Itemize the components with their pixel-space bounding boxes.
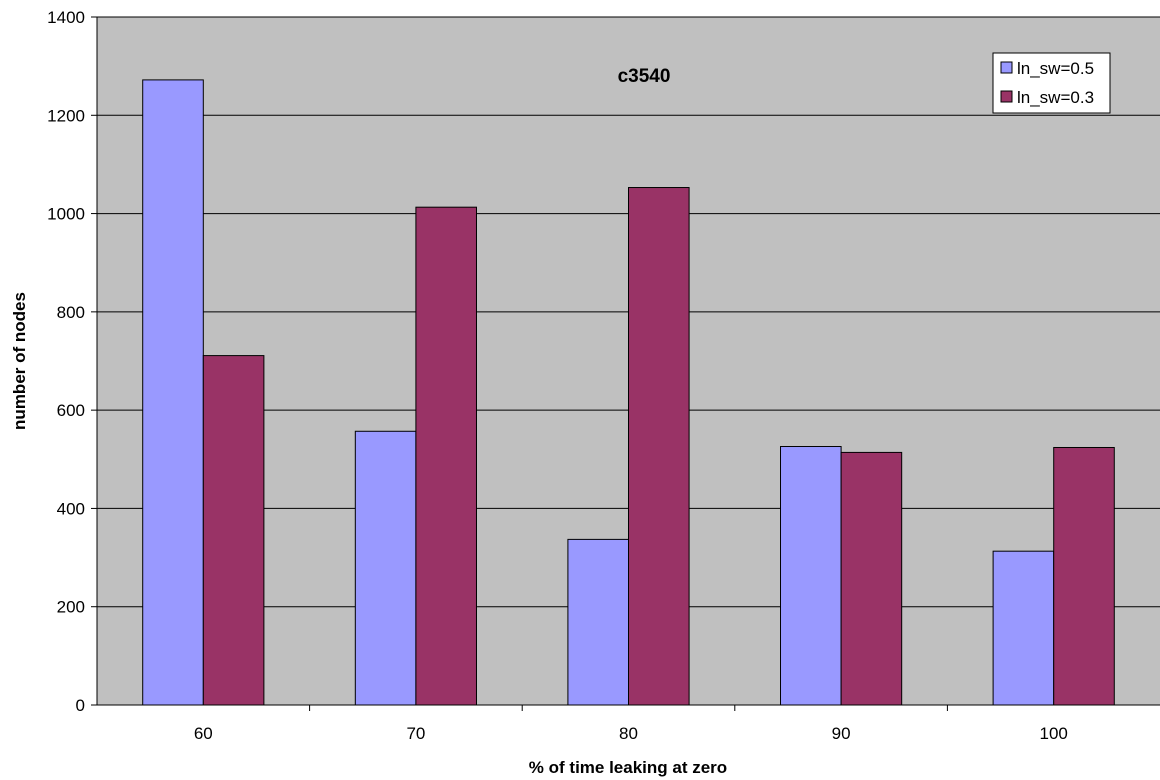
y-tick-label: 1400 xyxy=(47,8,85,27)
legend-label-series-2: ln_sw=0.3 xyxy=(1017,88,1094,107)
legend-swatch-series-1 xyxy=(1000,61,1013,74)
y-tick-label: 800 xyxy=(57,303,85,322)
bar-2-90 xyxy=(840,451,903,706)
chart-title: c3540 xyxy=(618,66,671,87)
legend: ln_sw=0.5 ln_sw=0.3 xyxy=(992,52,1111,114)
x-tick-labels: 60 70 80 90 100 xyxy=(194,724,1068,743)
bar-1-90 xyxy=(780,446,842,706)
bar-1-60 xyxy=(142,79,204,706)
x-tick-label: 60 xyxy=(194,724,213,743)
y-tick-label: 200 xyxy=(57,598,85,617)
y-axis-title: number of nodes xyxy=(10,292,29,430)
axes xyxy=(91,16,1160,711)
bar-1-70 xyxy=(354,430,417,706)
bar-2-70 xyxy=(415,206,477,706)
x-tick-label: 90 xyxy=(832,724,851,743)
y-tick-labels: 0 200 400 600 800 1000 1200 1400 xyxy=(47,8,85,715)
legend-label-series-1: ln_sw=0.5 xyxy=(1017,59,1094,78)
x-tick-label: 70 xyxy=(406,724,425,743)
bar-2-60 xyxy=(202,355,265,706)
bar-1-80 xyxy=(567,538,629,706)
x-tick-label: 100 xyxy=(1040,724,1068,743)
bar-1-100 xyxy=(992,550,1055,706)
legend-box xyxy=(992,52,1111,114)
y-tick-label: 1000 xyxy=(47,205,85,224)
y-tick-label: 0 xyxy=(76,696,85,715)
bar-2-100 xyxy=(1053,446,1115,706)
legend-swatch-series-2 xyxy=(1000,90,1013,103)
x-axis-title: % of time leaking at zero xyxy=(529,758,727,777)
bar-2-80 xyxy=(628,187,690,706)
y-tick-label: 400 xyxy=(57,499,85,518)
y-tick-label: 600 xyxy=(57,401,85,420)
x-tick-label: 80 xyxy=(619,724,638,743)
y-tick-label: 1200 xyxy=(47,106,85,125)
